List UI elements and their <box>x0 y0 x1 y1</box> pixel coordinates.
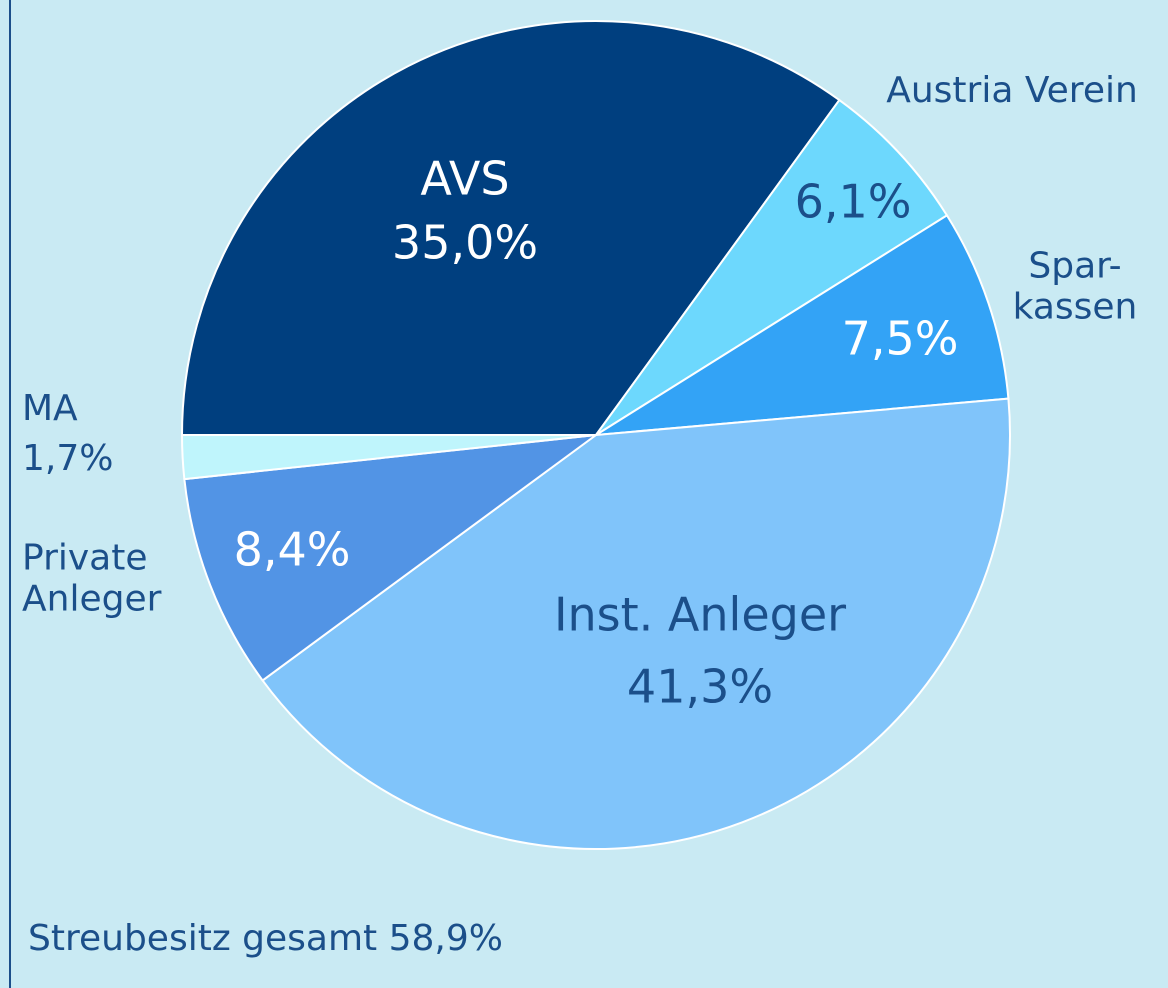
annotation: Streubesitz gesamt 58,9% <box>28 918 503 959</box>
pie-slice <box>595 213 1010 436</box>
slice-name: Private Anleger <box>22 537 162 619</box>
pie-slice <box>180 20 841 436</box>
pie-slice <box>180 434 597 481</box>
slice-name: MA <box>22 388 78 429</box>
slice-name: AVS <box>420 152 509 206</box>
slice-value: 41,3% <box>627 660 773 714</box>
pie-slice <box>595 98 949 436</box>
slice-value: 1,7% <box>22 438 113 479</box>
slice-name: Spar-kassen <box>1013 245 1138 327</box>
slice-name: Inst. Anleger <box>554 588 846 642</box>
slice-name: Austria Verein <box>886 70 1138 111</box>
pie-slice <box>183 433 600 682</box>
slice-value: 6,1% <box>795 175 912 229</box>
slice-value: 35,0% <box>392 216 538 270</box>
slice-value: 7,5% <box>842 312 959 366</box>
pie-slice <box>261 397 1011 850</box>
slice-value: 8,4% <box>234 523 351 577</box>
